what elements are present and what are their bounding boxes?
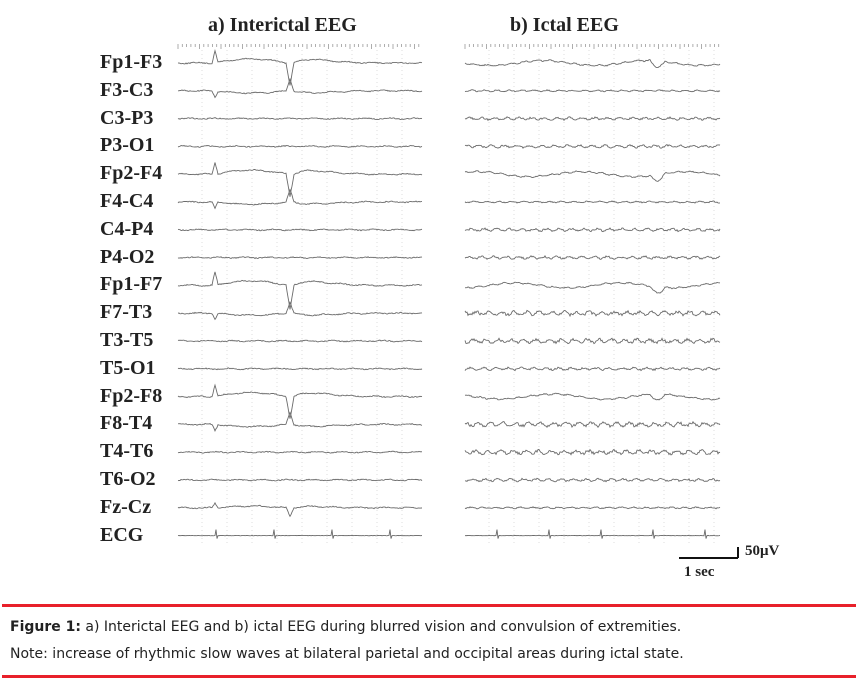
interictal-trace	[177, 77, 423, 99]
interictal-trace	[177, 501, 423, 518]
figure-label: Figure 1:	[10, 619, 81, 635]
interictal-trace	[177, 228, 423, 232]
channel-label: T4-T6	[100, 440, 154, 463]
interictal-trace	[177, 256, 423, 260]
interictal-trace	[177, 271, 423, 310]
channel-label: Fp1-F7	[100, 273, 163, 296]
interictal-trace	[177, 411, 423, 433]
channel-label: Fp2-F4	[100, 162, 163, 185]
channel-label: Fp2-F8	[100, 384, 163, 407]
ictal-trace	[464, 200, 721, 204]
ictal-trace	[464, 89, 721, 93]
ictal-trace	[464, 116, 721, 122]
channel-label: P3-O1	[100, 134, 155, 157]
ictal-trace	[464, 366, 721, 372]
amplitude-scale-label: 50μV	[745, 543, 780, 559]
ictal-trace	[464, 59, 721, 69]
channel-label: Fp1-F3	[100, 51, 163, 73]
ictal-trace	[464, 529, 721, 539]
channel-label: P4-O2	[100, 245, 155, 268]
interictal-trace	[177, 300, 423, 321]
ictal-trace	[464, 309, 721, 318]
eeg-figure: a) Interictal EEG b) Ictal EEG Fp1-F3 F3-…	[100, 14, 780, 580]
eeg-traces	[177, 44, 739, 559]
ictal-trace	[464, 227, 721, 233]
interictal-trace	[177, 367, 423, 371]
interictal-trace	[177, 529, 423, 539]
channel-label: T3-T5	[100, 329, 154, 351]
panel-a-title: a) Interictal EEG	[208, 14, 357, 36]
panel-b-title: b) Ictal EEG	[510, 14, 619, 36]
channel-label: C3-P3	[100, 106, 154, 129]
ictal-trace	[464, 281, 721, 294]
channel-label: F4-C4	[100, 190, 154, 212]
channel-label: T6-O2	[100, 468, 156, 490]
interictal-trace	[177, 144, 423, 148]
interictal-trace	[177, 188, 423, 210]
caption-text: a) Interictal EEG and b) ictal EEG durin…	[80, 619, 682, 635]
interictal-trace	[177, 49, 423, 86]
ictal-trace	[464, 144, 721, 149]
caption-note: Note: increase of rhythmic slow waves at…	[10, 646, 684, 662]
channel-label: F7-T3	[100, 301, 153, 324]
channel-label: ECG	[100, 523, 144, 546]
channel-label: F8-T4	[100, 412, 153, 435]
interictal-trace	[177, 478, 423, 482]
channel-label: F3-C3	[100, 78, 154, 101]
interictal-trace	[177, 162, 423, 197]
caption-rule-top	[2, 604, 856, 607]
figure-caption: Figure 1: a) Interictal EEG and b) ictal…	[10, 619, 681, 635]
ictal-trace	[464, 477, 721, 483]
ictal-trace	[464, 448, 721, 456]
channel-label: C4-P4	[100, 217, 154, 240]
time-scale-label: 1 sec	[684, 564, 715, 580]
interictal-trace	[177, 383, 423, 419]
ictal-trace	[464, 337, 721, 345]
ictal-trace	[464, 254, 721, 260]
caption-rule-bottom	[2, 675, 856, 678]
ictal-trace	[464, 506, 721, 510]
ictal-trace	[464, 170, 721, 182]
interictal-trace	[177, 117, 423, 121]
ictal-trace	[464, 392, 721, 401]
channel-label: T5-O1	[100, 356, 156, 379]
channel-label: Fz-Cz	[100, 495, 152, 518]
interictal-trace	[177, 339, 423, 343]
ictal-trace	[464, 420, 721, 429]
interictal-trace	[177, 450, 423, 454]
